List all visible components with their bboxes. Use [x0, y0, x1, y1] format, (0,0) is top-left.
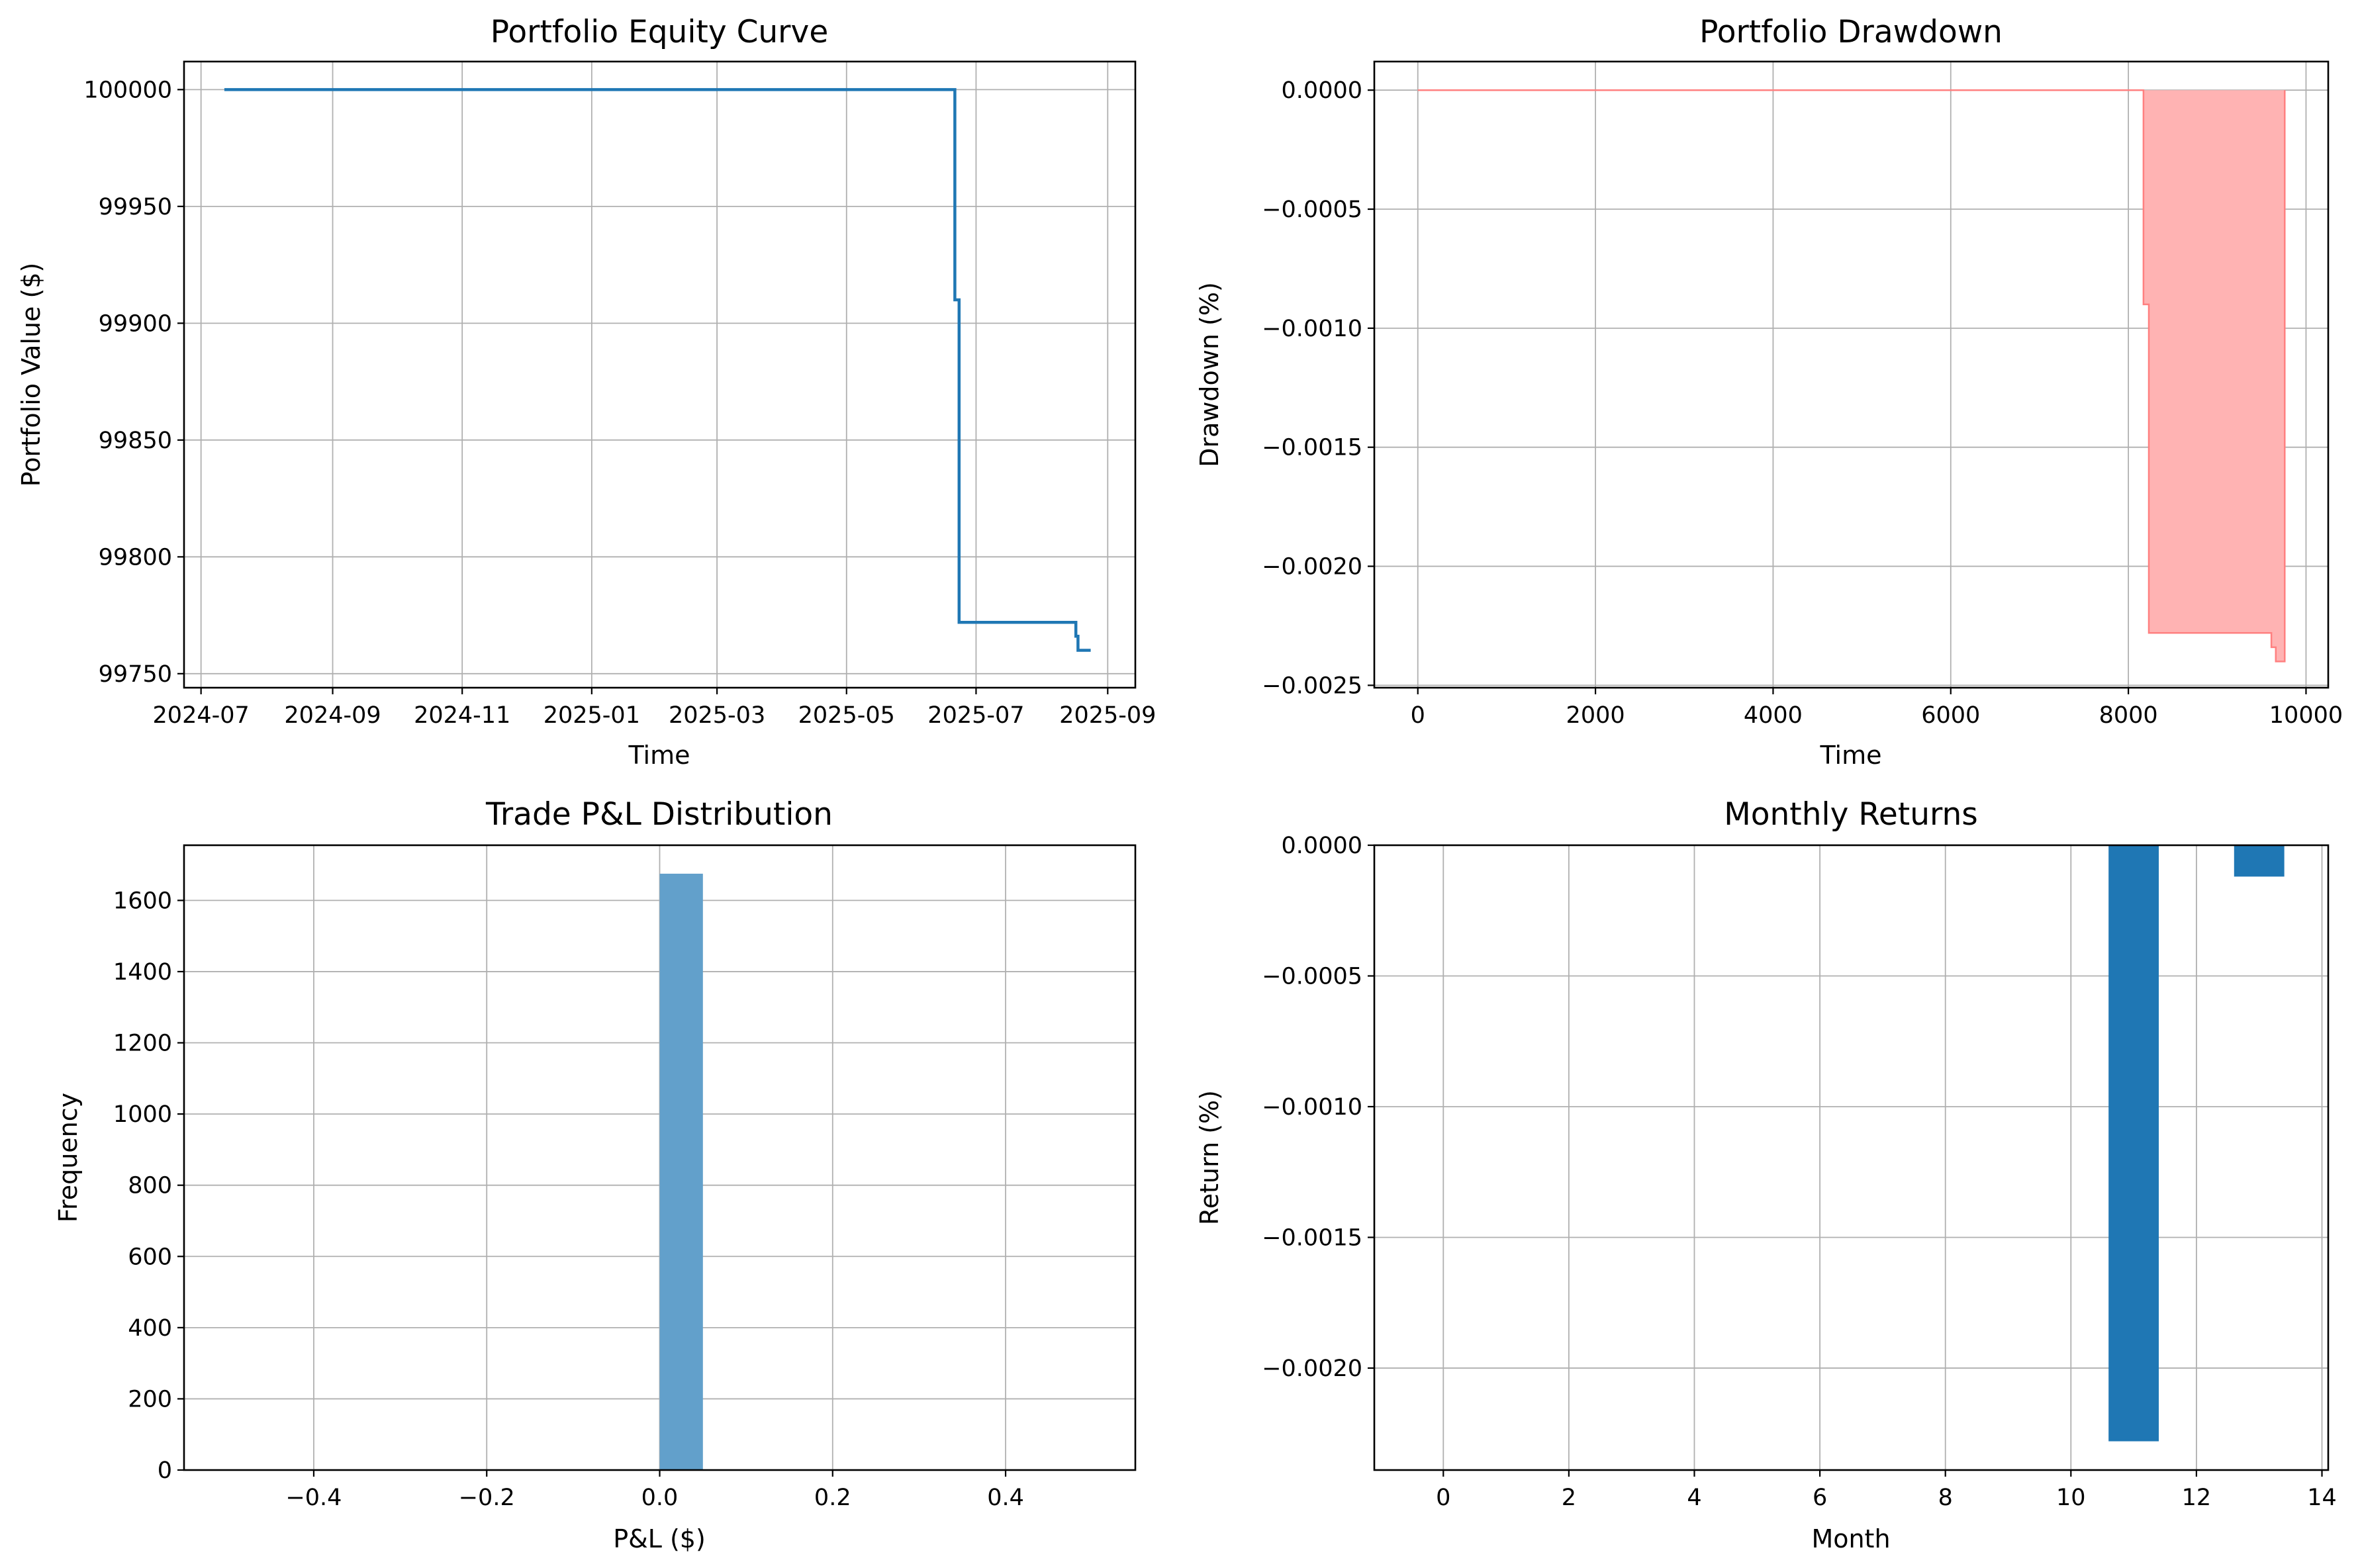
- panel-monthly-returns: Monthly Returns 0 2 4 6 8 10 12 14 0.0000 −0.0005…: [1195, 796, 2337, 1553]
- y-axis-label-drawdown: Drawdown (%): [1195, 282, 1224, 467]
- x-tick-label: 2024-09: [284, 702, 381, 729]
- y-tick-label: 0.0000: [1282, 77, 1362, 104]
- panel-pnl-distribution: Trade P&L Distribution −0.4 −0.2 0.0 0.2 0.4…: [54, 796, 1137, 1553]
- y-tick-label: 99900: [99, 310, 172, 337]
- x-axis-label-drawdown: Time: [1820, 741, 1882, 770]
- y-tick-label: −0.0005: [1262, 963, 1362, 990]
- y-axis-label-equity: Portfolio Value ($): [17, 263, 46, 487]
- drawdown-edge-line: [1417, 89, 2286, 663]
- monthly-return-bar: [2234, 845, 2285, 877]
- x-tick-label: 10000: [2269, 702, 2343, 729]
- y-tick-label: 99750: [99, 661, 172, 688]
- x-tick-label: −0.4: [285, 1485, 342, 1511]
- x-tick-label: 0.0: [641, 1485, 679, 1511]
- y-tick-label: −0.0010: [1262, 316, 1362, 342]
- chart-title-drawdown: Portfolio Drawdown: [1699, 14, 2003, 50]
- y-tick-label: −0.0020: [1262, 554, 1362, 580]
- y-tick-label: −0.0005: [1262, 197, 1362, 223]
- y-axis-label-monthly: Return (%): [1195, 1090, 1224, 1225]
- y-tick-label: −0.0020: [1262, 1356, 1362, 1382]
- x-tick-label: 2025-01: [543, 702, 640, 729]
- y-tick-label: −0.0010: [1262, 1094, 1362, 1121]
- y-tick-label: 600: [128, 1244, 172, 1270]
- x-tick-label: 6000: [1921, 702, 1980, 729]
- y-tick-label: 99850: [99, 428, 172, 454]
- y-tick-label: 1200: [113, 1031, 172, 1057]
- y-tick-label: 100000: [83, 77, 172, 103]
- x-tick-label: 2025-07: [927, 702, 1024, 729]
- x-tick-label: 0: [1411, 702, 1425, 729]
- x-tick-label: 0.2: [814, 1485, 851, 1511]
- y-tick-label: 0.0000: [1282, 833, 1362, 859]
- x-tick-label: 2025-09: [1059, 702, 1156, 729]
- x-tick-label: 4000: [1744, 702, 1803, 729]
- x-tick-label: 2024-11: [414, 702, 510, 729]
- x-tick-label: 8: [1938, 1485, 1953, 1511]
- panel-drawdown: Portfolio Drawdown 0 2000 4000 6000 8000 1000…: [1195, 14, 2343, 770]
- y-tick-label: 99950: [99, 194, 172, 220]
- x-tick-label: 0.4: [987, 1485, 1024, 1511]
- plot-frame-equity: [183, 60, 1137, 689]
- x-tick-label: 2025-05: [798, 702, 895, 729]
- x-tick-label: 4: [1687, 1485, 1701, 1511]
- plot-frame-monthly: [1373, 844, 2330, 1471]
- x-tick-label: 2: [1562, 1485, 1576, 1511]
- x-tick-label: 6: [1813, 1485, 1827, 1511]
- x-axis-label-pnl: P&L ($): [613, 1524, 706, 1553]
- x-axis-label-monthly: Month: [1811, 1524, 1890, 1553]
- y-axis-label-pnl: Frequency: [54, 1093, 83, 1222]
- x-tick-label: 12: [2182, 1485, 2212, 1511]
- x-tick-label: 2024-07: [153, 702, 250, 729]
- y-tick-label: 800: [128, 1173, 172, 1199]
- plot-frame-drawdown: [1373, 60, 2330, 689]
- y-tick-label: −0.0015: [1262, 435, 1362, 461]
- x-tick-label: 0: [1436, 1485, 1450, 1511]
- y-tick-label: −0.0025: [1262, 672, 1362, 699]
- chart-title-equity: Portfolio Equity Curve: [491, 14, 829, 50]
- drawdown-area: [1417, 90, 2285, 662]
- y-tick-label: −0.0015: [1262, 1224, 1362, 1251]
- x-tick-label: 14: [2307, 1485, 2337, 1511]
- y-tick-label: 1600: [113, 888, 172, 914]
- panel-equity-curve: Portfolio Equity Curve 2024-07 2024-09 202…: [17, 14, 1156, 770]
- y-tick-label: 1400: [113, 959, 172, 986]
- equity-line: [224, 88, 1091, 652]
- y-tick-label: 99800: [99, 544, 172, 571]
- chart-title-monthly: Monthly Returns: [1724, 796, 1978, 833]
- histogram-bar: [659, 874, 703, 1470]
- x-tick-label: 2000: [1566, 702, 1625, 729]
- x-tick-label: 8000: [2099, 702, 2158, 729]
- monthly-return-bar: [2108, 845, 2159, 1442]
- y-tick-label: 1000: [113, 1101, 172, 1128]
- x-axis-label-equity: Time: [628, 741, 690, 770]
- y-tick-label: 400: [128, 1315, 172, 1342]
- chart-title-pnl: Trade P&L Distribution: [485, 796, 833, 833]
- x-tick-label: −0.2: [459, 1485, 515, 1511]
- x-tick-label: 2025-03: [669, 702, 765, 729]
- y-tick-label: 0: [158, 1457, 172, 1484]
- y-tick-label: 200: [128, 1386, 172, 1412]
- x-tick-label: 10: [2056, 1485, 2086, 1511]
